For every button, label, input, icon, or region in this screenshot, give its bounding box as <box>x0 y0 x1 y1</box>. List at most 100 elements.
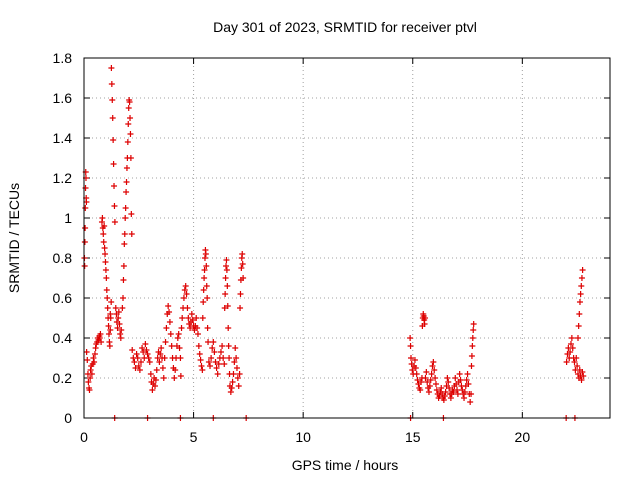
data-point <box>412 365 419 371</box>
data-point <box>91 351 98 357</box>
data-point <box>577 291 584 297</box>
data-point <box>128 231 135 237</box>
data-point <box>575 335 582 341</box>
data-point <box>233 365 240 371</box>
data-point <box>91 359 98 365</box>
y-tick-label: 0.8 <box>53 250 73 266</box>
y-tick-label: 1.8 <box>53 50 73 66</box>
data-point <box>129 347 136 353</box>
data-point <box>115 309 122 315</box>
data-point <box>201 255 208 261</box>
data-point <box>163 325 170 331</box>
data-point <box>182 283 189 289</box>
data-point <box>445 379 452 385</box>
data-point <box>211 349 218 355</box>
data-point <box>133 351 140 357</box>
data-point <box>114 325 121 331</box>
data-point <box>157 351 164 357</box>
data-point <box>574 363 581 369</box>
data-point <box>124 139 131 145</box>
data-point <box>575 323 582 329</box>
data-point <box>166 319 173 325</box>
data-point <box>167 331 174 337</box>
data-point <box>447 395 454 401</box>
data-point <box>469 335 476 341</box>
data-point <box>185 315 192 321</box>
y-tick-label: 0.6 <box>53 290 73 306</box>
data-point <box>424 379 431 385</box>
x-axis-label: GPS time / hours <box>292 457 399 473</box>
data-point <box>134 355 141 361</box>
data-point <box>446 385 453 391</box>
data-point <box>127 131 134 137</box>
data-point <box>103 287 110 293</box>
data-point <box>176 345 183 351</box>
data-point <box>107 311 114 317</box>
data-point <box>135 363 142 369</box>
data-point <box>168 343 175 349</box>
data-point <box>96 335 103 341</box>
data-point <box>411 357 418 363</box>
data-point <box>234 375 241 381</box>
data-point <box>127 115 134 121</box>
data-point <box>569 345 576 351</box>
data-point <box>123 179 130 185</box>
data-point <box>407 355 414 361</box>
data-point <box>101 245 108 251</box>
data-point <box>223 267 230 273</box>
data-point <box>194 331 201 337</box>
y-axis-ticks: 0 0.2 0.4 0.6 0.8 1 1.2 1.4 1.6 1.8 <box>53 50 610 426</box>
data-point <box>159 365 166 371</box>
data-point <box>86 387 93 393</box>
data-point <box>430 359 437 365</box>
data-point <box>237 305 244 311</box>
y-tick-label: 1.6 <box>53 90 73 106</box>
data-point <box>578 377 585 383</box>
data-point <box>573 355 580 361</box>
data-point <box>104 295 111 301</box>
data-point <box>181 287 188 293</box>
data-point <box>225 343 232 349</box>
data-point <box>83 349 90 355</box>
data-point <box>223 257 230 263</box>
data-point <box>174 335 181 341</box>
data-point <box>126 99 133 105</box>
data-point <box>467 399 474 405</box>
data-point <box>112 305 119 311</box>
data-point <box>178 325 185 331</box>
data-point <box>219 343 226 349</box>
data-point <box>461 389 468 395</box>
data-point <box>111 183 118 189</box>
data-point <box>470 321 477 327</box>
data-point <box>418 379 425 385</box>
data-point <box>149 387 156 393</box>
data-point <box>205 359 212 365</box>
data-point <box>111 219 118 225</box>
y-tick-label: 0.4 <box>53 330 73 346</box>
data-point <box>450 389 457 395</box>
data-point <box>172 367 179 373</box>
data-point <box>160 375 167 381</box>
data-point <box>194 325 201 331</box>
data-point <box>121 231 128 237</box>
data-point <box>409 367 416 373</box>
data-point <box>425 389 432 395</box>
data-point <box>199 315 206 321</box>
y-tick-label: 1.4 <box>53 130 73 146</box>
data-point <box>81 263 88 269</box>
data-point <box>122 205 129 211</box>
data-point <box>213 365 220 371</box>
data-point <box>441 393 448 399</box>
data-point <box>232 345 239 351</box>
data-point <box>188 311 195 317</box>
data-point <box>212 359 219 365</box>
data-point <box>444 375 451 381</box>
data-point <box>217 349 224 355</box>
data-point <box>200 287 207 293</box>
y-axis-label: SRMTID / TECUs <box>6 183 22 293</box>
data-points <box>81 65 587 421</box>
data-point <box>90 355 97 361</box>
data-point <box>117 331 124 337</box>
data-point <box>407 343 414 349</box>
data-point <box>235 383 242 389</box>
